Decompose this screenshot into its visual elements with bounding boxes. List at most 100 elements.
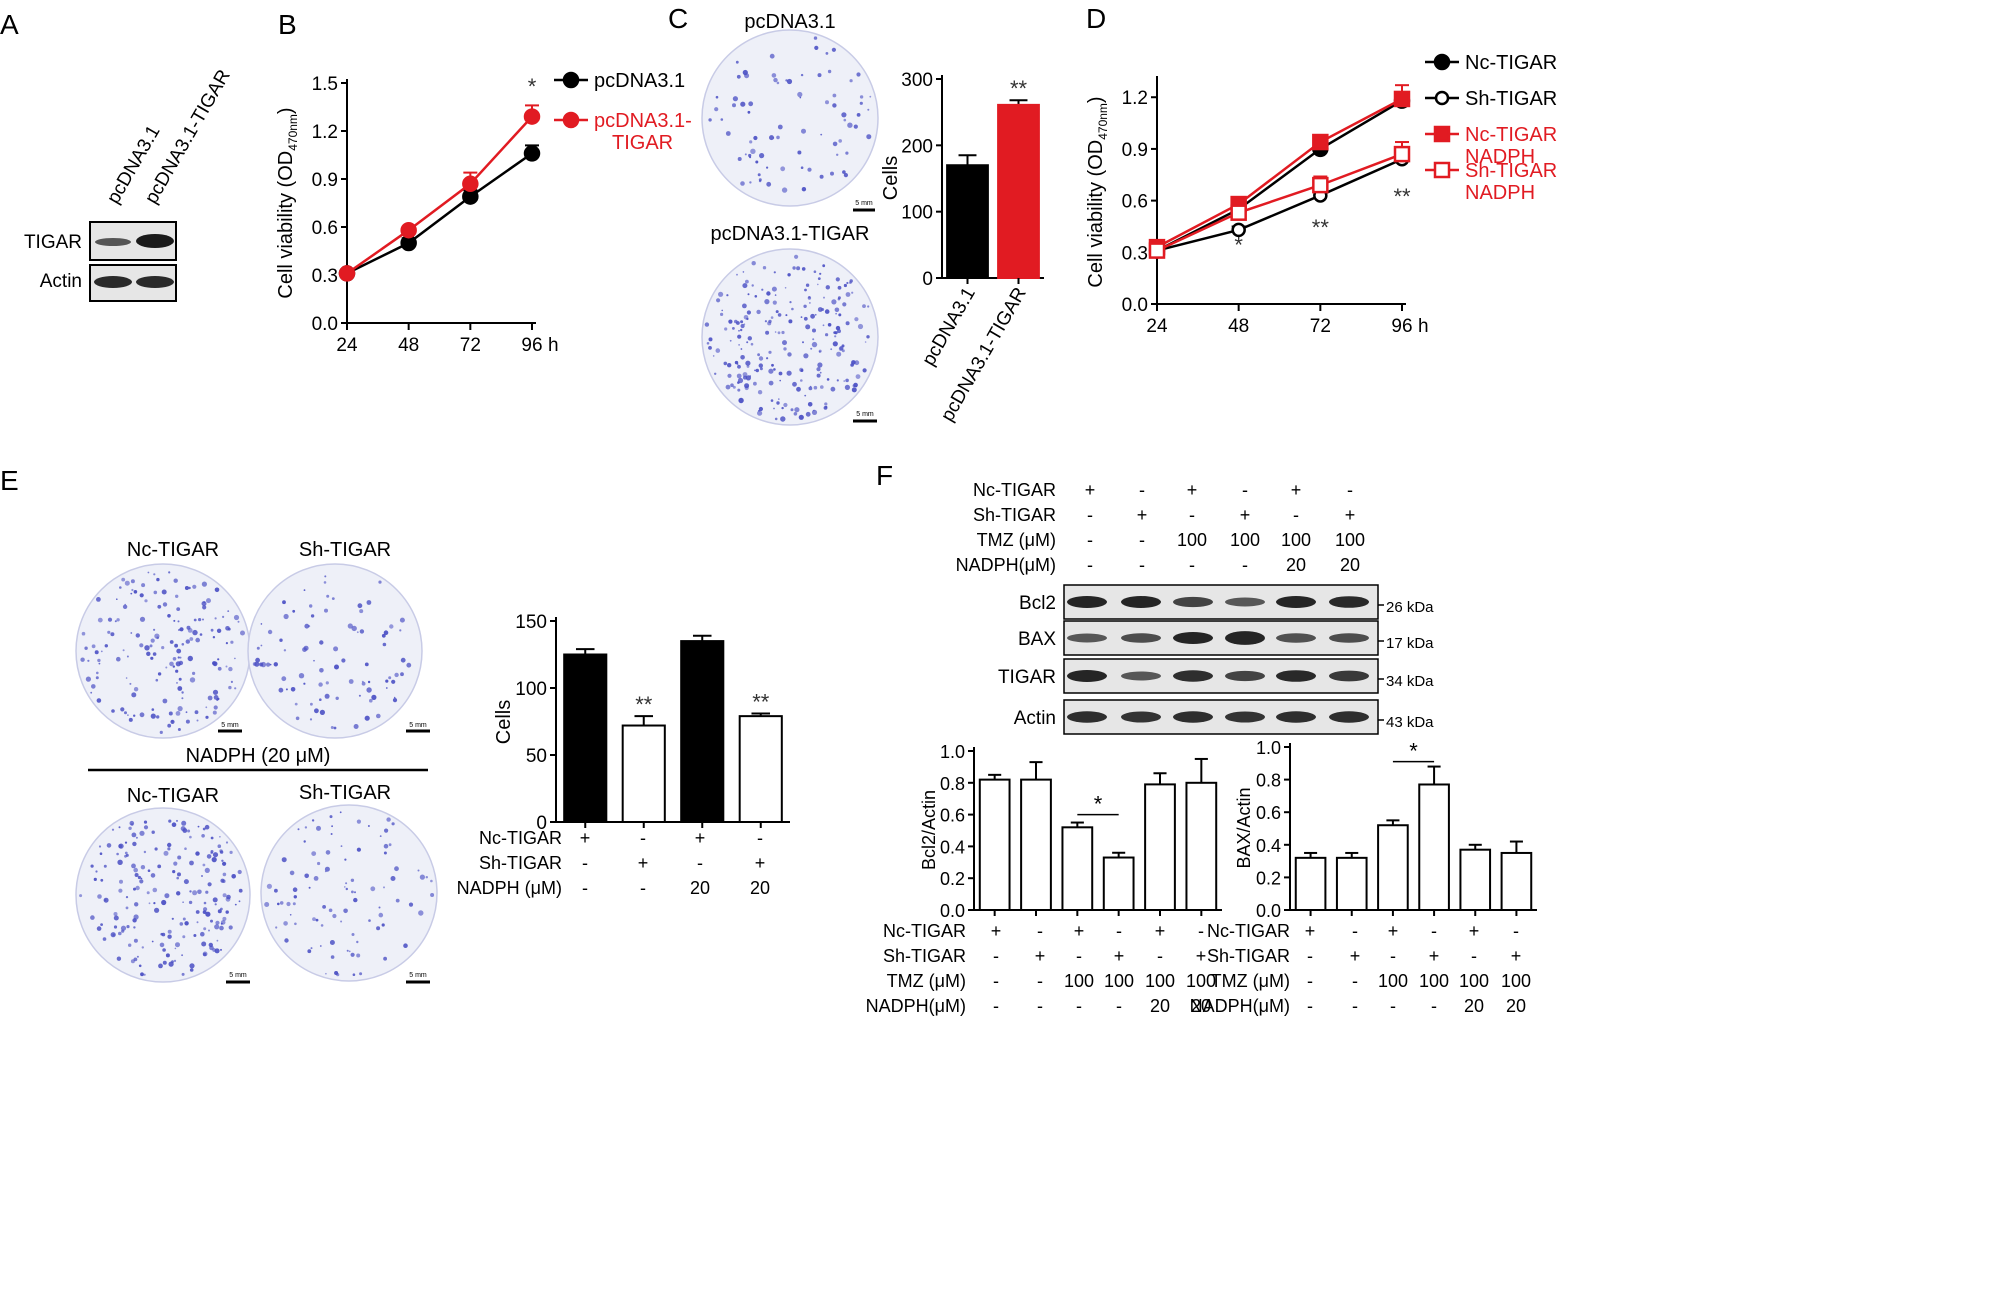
colony — [399, 629, 402, 632]
colony — [310, 947, 313, 950]
colony — [187, 655, 193, 662]
colony — [792, 381, 797, 387]
colony — [159, 730, 163, 735]
series-line — [1156, 158, 1403, 252]
colony — [146, 651, 151, 656]
colony — [708, 118, 712, 122]
colony — [844, 384, 851, 390]
colony — [736, 363, 739, 366]
colony — [168, 571, 171, 574]
colony — [352, 973, 356, 976]
colony — [266, 662, 271, 667]
colony — [316, 825, 321, 831]
colony — [770, 399, 774, 402]
colony — [212, 852, 219, 858]
colony — [328, 908, 333, 913]
colony — [757, 353, 760, 357]
colony — [133, 687, 139, 692]
plate-label: Sh-TIGAR — [299, 782, 391, 804]
colony — [718, 291, 724, 297]
colony — [797, 91, 803, 98]
colony — [237, 869, 242, 875]
colony — [330, 833, 333, 835]
colony — [751, 284, 754, 287]
colony — [167, 847, 171, 851]
colony — [345, 882, 348, 885]
colony — [761, 288, 764, 291]
colony — [333, 726, 337, 730]
colony — [165, 953, 170, 958]
colony — [202, 618, 204, 621]
colony — [189, 860, 194, 866]
colony — [237, 620, 240, 623]
f-right-condition-label: Nc-TIGAR — [1207, 921, 1290, 941]
colony — [200, 931, 205, 937]
y-axis-label-sub: 470nm — [286, 114, 300, 151]
colony — [822, 324, 825, 327]
colony — [216, 939, 219, 942]
f-top-condition-cell: 100 — [1230, 530, 1260, 550]
data-point — [1393, 90, 1411, 108]
blot-band — [1329, 670, 1369, 682]
colony — [294, 702, 298, 706]
f-right-condition-cell: 100 — [1419, 971, 1449, 991]
colony — [757, 410, 763, 416]
colony — [813, 385, 818, 390]
y-tick-label: 0.0 — [1256, 901, 1281, 921]
significance-mark: ** — [1010, 76, 1028, 101]
colony — [148, 902, 151, 905]
colony — [797, 150, 802, 155]
colony — [812, 328, 816, 333]
colony — [804, 394, 807, 397]
e-condition-cell: + — [638, 853, 649, 873]
colony — [162, 602, 168, 607]
f-right-condition-cell: 20 — [1464, 996, 1484, 1016]
blot-band — [1173, 596, 1213, 608]
kda-label: 43 kDa — [1386, 714, 1434, 731]
f-right-condition-cell: + — [1511, 946, 1522, 966]
f-left-condition-label: TMZ (μM) — [887, 971, 966, 991]
colony — [755, 160, 759, 164]
f-right-condition-cell: - — [1431, 996, 1437, 1016]
colony — [274, 888, 278, 893]
colony — [139, 879, 144, 884]
colony — [742, 69, 748, 76]
colony — [143, 850, 147, 854]
colony — [175, 942, 180, 948]
colony — [800, 73, 804, 77]
colony — [331, 597, 335, 600]
scale-bar-label: 5 mm — [409, 972, 427, 979]
colony — [167, 723, 172, 728]
colony — [789, 301, 792, 304]
colony — [143, 825, 149, 830]
colony — [325, 681, 329, 685]
colony — [712, 355, 715, 357]
colony — [277, 902, 280, 906]
colony — [220, 922, 223, 925]
colony — [786, 370, 792, 376]
blot-band — [1329, 711, 1369, 723]
colony — [796, 386, 801, 392]
colony — [793, 412, 798, 416]
colony — [133, 887, 136, 891]
colony — [238, 888, 243, 893]
colony — [90, 864, 94, 868]
colony — [206, 854, 212, 859]
colony — [173, 959, 177, 963]
colony — [213, 705, 218, 710]
colony — [319, 709, 325, 716]
colony — [725, 131, 731, 136]
f-left-condition-cell: + — [991, 921, 1002, 941]
data-point — [1433, 53, 1451, 71]
series-line — [346, 152, 533, 275]
colony — [800, 166, 804, 169]
significance-mark: * — [1234, 232, 1243, 257]
colony — [156, 577, 160, 582]
blot-strip — [1063, 658, 1379, 694]
colony — [282, 600, 286, 605]
f-left-condition-cell: + — [1155, 921, 1166, 941]
colony — [827, 69, 832, 74]
blot-band — [1225, 631, 1265, 645]
f-right-condition-cell: 100 — [1378, 971, 1408, 991]
colony — [181, 972, 185, 976]
